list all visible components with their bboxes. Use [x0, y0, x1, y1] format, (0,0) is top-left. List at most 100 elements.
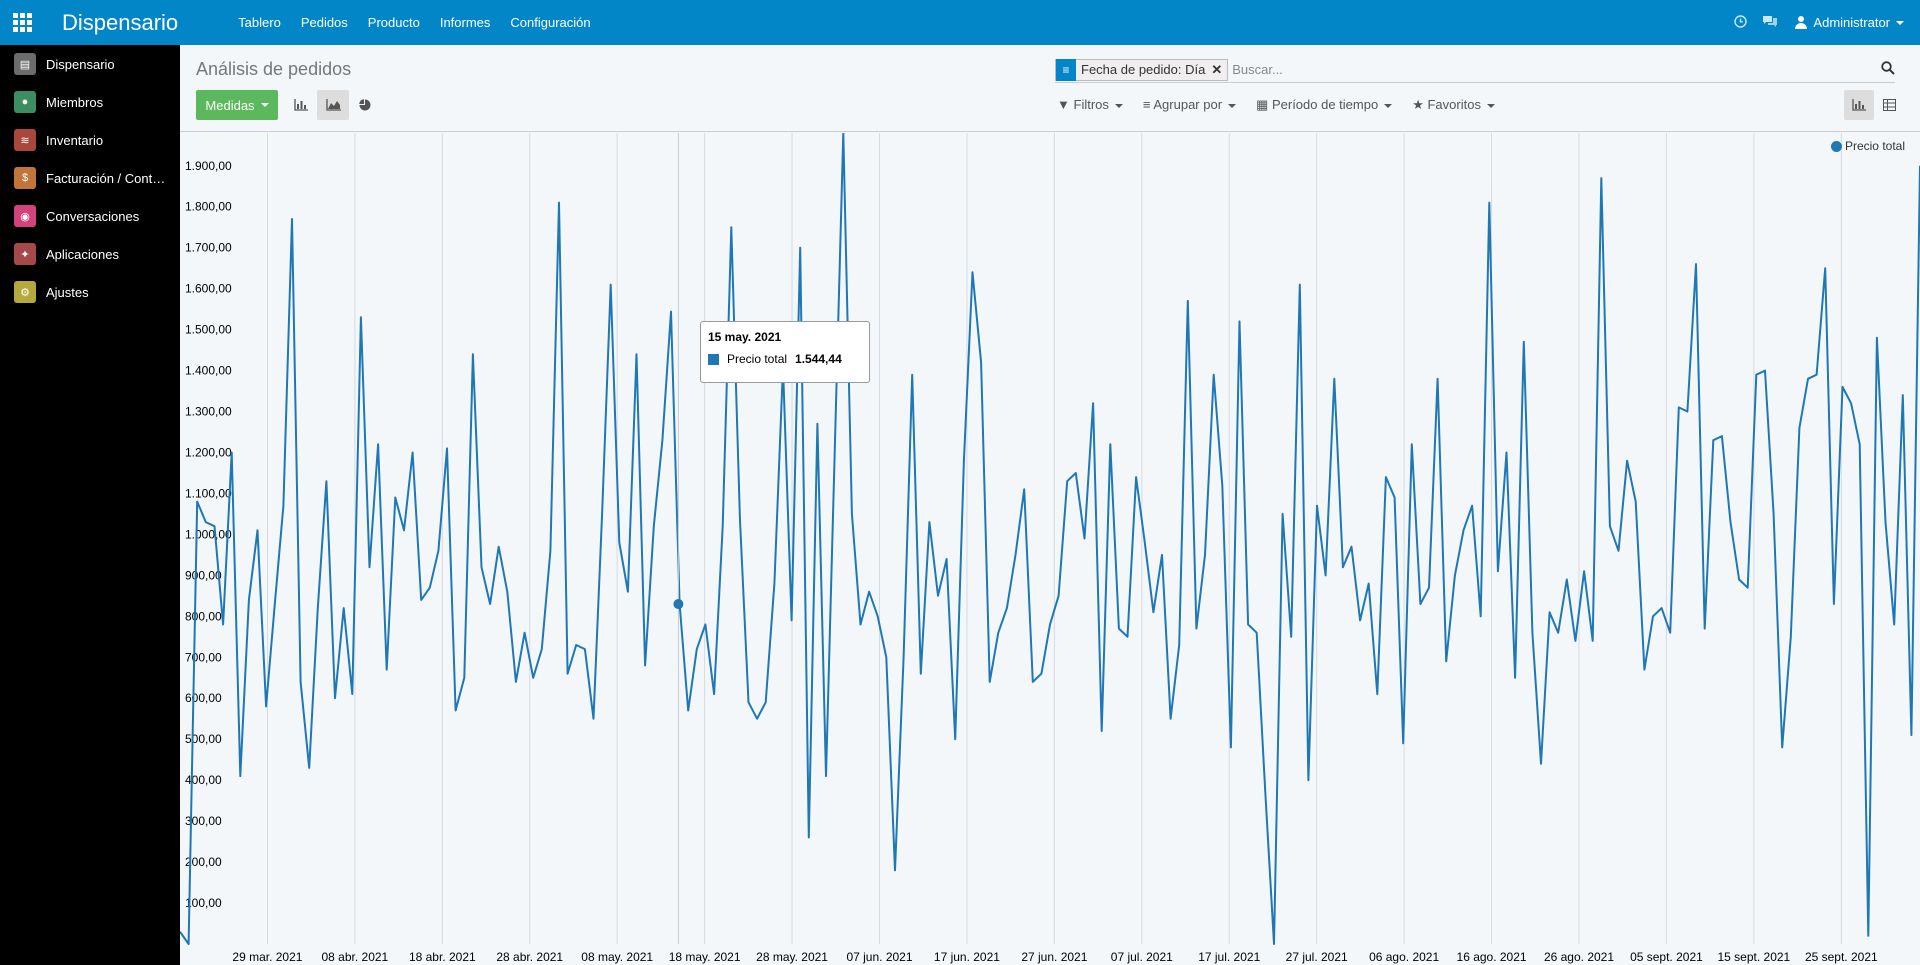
groupby-label: Agrupar por	[1153, 97, 1223, 112]
discuss-icon: ◉	[14, 205, 36, 227]
systray: Administrator	[1725, 0, 1920, 45]
x-tick-label: 17 jul. 2021	[1198, 950, 1260, 964]
tooltip-value: 1.544,44	[795, 352, 842, 366]
user-menu[interactable]: Administrator	[1785, 15, 1920, 30]
period-label: Período de tiempo	[1271, 97, 1379, 112]
x-tick-label: 06 ago. 2021	[1369, 950, 1439, 964]
legend-swatch	[1830, 140, 1842, 152]
x-tick-label: 08 may. 2021	[581, 950, 653, 964]
menu-informes[interactable]: Informes	[439, 15, 491, 30]
menu-configuracion[interactable]: Configuración	[510, 15, 591, 30]
y-tick-label: 300,00	[185, 814, 222, 828]
chat-icon[interactable]	[1755, 15, 1785, 31]
x-tick-label: 15 sept. 2021	[1718, 950, 1791, 964]
x-tick-label: 07 jun. 2021	[846, 950, 912, 964]
sidebar-item-ajustes[interactable]: ⚙ Ajustes	[0, 273, 180, 311]
measures-label: Medidas	[205, 97, 255, 113]
x-tick-label: 28 abr. 2021	[496, 950, 563, 964]
apps-icon: ✦	[14, 243, 36, 265]
x-tick-label: 28 may. 2021	[756, 950, 828, 964]
series-line-precio-total	[180, 133, 1920, 945]
y-tick-label: 200,00	[185, 855, 222, 869]
gear-icon: ⚙	[14, 281, 36, 303]
x-tick-label: 08 abr. 2021	[322, 950, 389, 964]
sidebar-item-facturacion[interactable]: $ Facturación / Contabilidad	[0, 159, 180, 197]
tooltip-date: 15 may. 2021	[708, 330, 782, 344]
area-chart-icon	[325, 99, 341, 111]
bar-chart-mode-button[interactable]	[285, 90, 317, 120]
search-bar: ≡ Fecha de pedido: Día ✕	[1055, 57, 1895, 83]
y-tick-label: 1.700,00	[185, 241, 232, 255]
members-icon: ●	[14, 91, 36, 113]
sidebar-item-label: Dispensario	[46, 56, 115, 72]
calendar-icon: ▦	[1256, 97, 1269, 112]
x-tick-label: 18 abr. 2021	[409, 950, 476, 964]
search-input[interactable]	[1232, 62, 1833, 77]
apps-menu-icon[interactable]	[0, 0, 45, 45]
y-tick-label: 1.800,00	[185, 200, 232, 214]
filters-dropdown[interactable]: ▼ Filtros	[1057, 97, 1123, 113]
chevron-down-icon	[260, 103, 269, 107]
x-tick-label: 17 jun. 2021	[934, 950, 1000, 964]
tooltip-label: Precio total	[727, 352, 788, 366]
sidebar-item-label: Inventario	[46, 132, 104, 148]
close-icon[interactable]: ✕	[1211, 61, 1223, 77]
sidebar-item-label: Conversaciones	[46, 208, 140, 224]
pie-chart-icon	[359, 99, 371, 111]
y-tick-label: 1.500,00	[185, 323, 232, 337]
inventory-icon: ≋	[14, 129, 36, 151]
groupby-facet-icon: ≡	[1056, 58, 1076, 81]
hover-point	[673, 599, 684, 610]
menu-pedidos[interactable]: Pedidos	[300, 15, 348, 30]
graph-mode-switcher	[285, 90, 381, 120]
pie-chart-mode-button[interactable]	[349, 90, 381, 120]
pivot-view-button[interactable]	[1874, 90, 1904, 120]
favorites-dropdown[interactable]: ★ Favoritos	[1412, 97, 1495, 113]
x-tick-label: 27 jul. 2021	[1286, 950, 1348, 964]
menu-tablero[interactable]: Tablero	[238, 15, 281, 30]
facet-value: Fecha de pedido: Día	[1081, 62, 1206, 77]
table-icon	[1882, 99, 1896, 111]
measures-button[interactable]: Medidas	[196, 90, 278, 120]
bar-chart-icon	[1852, 99, 1866, 111]
legend-label: Precio total	[1844, 139, 1905, 153]
graph-view-button[interactable]	[1844, 90, 1874, 120]
chart-legend[interactable]: Precio total	[1830, 139, 1905, 153]
y-tick-label: 900,00	[185, 568, 222, 582]
y-tick-label: 1.000,00	[185, 527, 232, 541]
chart-tooltip: 15 may. 2021 Precio total 1.544,44	[700, 321, 870, 383]
sidebar-item-inventario[interactable]: ≋ Inventario	[0, 121, 180, 159]
y-tick-label: 800,00	[185, 609, 222, 623]
y-tick-label: 1.600,00	[185, 282, 232, 296]
time-range-dropdown[interactable]: ▦ Período de tiempo	[1256, 97, 1393, 113]
sidebar-item-miembros[interactable]: ● Miembros	[0, 83, 180, 121]
x-tick-label: 26 ago. 2021	[1544, 950, 1614, 964]
y-tick-label: 600,00	[185, 691, 222, 705]
y-tick-label: 1.400,00	[185, 364, 232, 378]
sidebar-item-conversaciones[interactable]: ◉ Conversaciones	[0, 197, 180, 235]
x-tick-label: 29 mar. 2021	[232, 950, 302, 964]
search-icon[interactable]	[1881, 61, 1895, 78]
brand-title[interactable]: Dispensario	[62, 9, 179, 35]
view-switcher	[1844, 90, 1904, 120]
sidebar-item-label: Aplicaciones	[46, 246, 119, 262]
x-tick-label: 07 jul. 2021	[1111, 950, 1173, 964]
groupby-dropdown[interactable]: ≡ Agrupar por	[1142, 97, 1237, 113]
control-panel: Análisis de pedidos Medidas ≡ Fecha de p…	[180, 45, 1920, 132]
y-tick-label: 1.100,00	[185, 486, 232, 500]
sidebar-item-label: Miembros	[46, 94, 104, 110]
menu-producto[interactable]: Producto	[367, 15, 420, 30]
app-sidebar: ▤ Dispensario ● Miembros ≋ Inventario $ …	[0, 45, 180, 965]
clock-icon[interactable]	[1725, 14, 1755, 31]
list-icon: ≡	[1142, 97, 1151, 112]
sidebar-item-aplicaciones[interactable]: ✦ Aplicaciones	[0, 235, 180, 273]
x-tick-label: 25 sept. 2021	[1805, 950, 1878, 964]
x-tick-label: 16 ago. 2021	[1457, 950, 1527, 964]
search-facet[interactable]: ≡ Fecha de pedido: Día ✕	[1055, 58, 1229, 81]
filters-label: Filtros	[1073, 97, 1109, 112]
line-chart-mode-button[interactable]	[317, 90, 349, 120]
chevron-down-icon	[1486, 103, 1495, 108]
sidebar-item-dispensario[interactable]: ▤ Dispensario	[0, 45, 180, 83]
line-chart: 29 mar. 2021 08 abr. 2021 18 abr. 2021 28 a…	[180, 133, 1920, 964]
x-tick-label: 18 may. 2021	[669, 950, 741, 964]
